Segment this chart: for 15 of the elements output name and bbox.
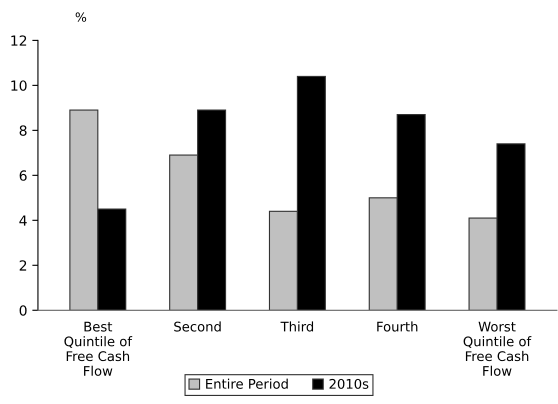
y-tick-label: 0 [20,305,27,316]
x-tick-label: Second [174,321,221,332]
x-tick-label: Fourth [377,321,418,332]
y-tick-label: 4 [19,215,27,226]
x-tick-label: Worst Quintile of Free Cash Flow [464,322,532,376]
y-tick-label: 6 [20,170,27,181]
y-tick-label: 10 [11,80,27,91]
x-tick-label: Best Quintile of Free Cash Flow [64,322,132,376]
y-tick-label: 8 [20,125,27,136]
legend-label: 2010s [330,378,368,389]
legend-label: Entire Period [206,378,288,389]
x-tick-label: Third [280,321,314,332]
y-axis-title: % [76,12,86,22]
y-tick-label: 12 [11,35,26,46]
y-tick-label: 2 [20,260,26,271]
